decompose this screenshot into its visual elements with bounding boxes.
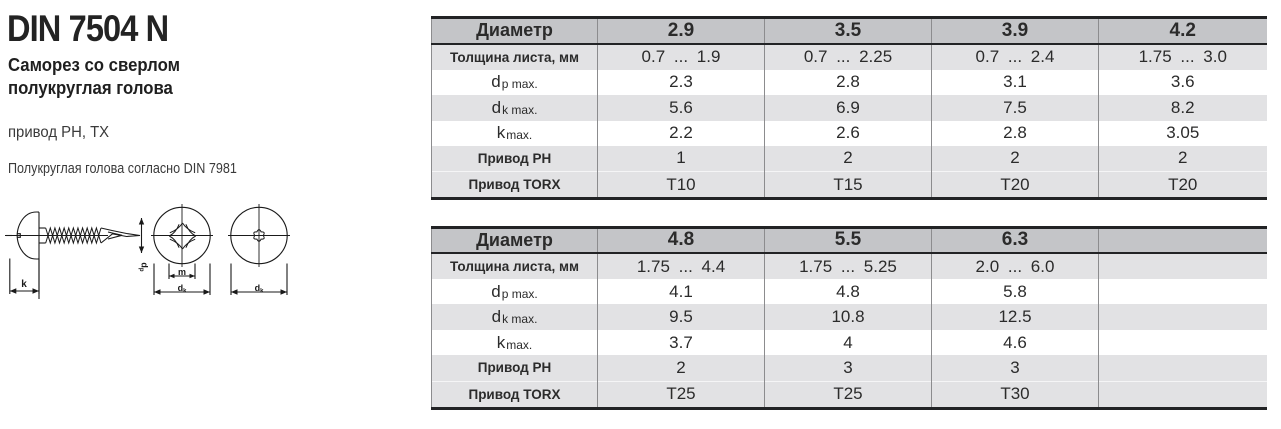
- svg-text:dk: dk: [255, 283, 265, 295]
- svg-text:dk: dk: [178, 283, 188, 295]
- svg-text:dp: dp: [138, 262, 150, 272]
- svg-text:k: k: [21, 279, 27, 290]
- svg-text:m: m: [178, 267, 186, 277]
